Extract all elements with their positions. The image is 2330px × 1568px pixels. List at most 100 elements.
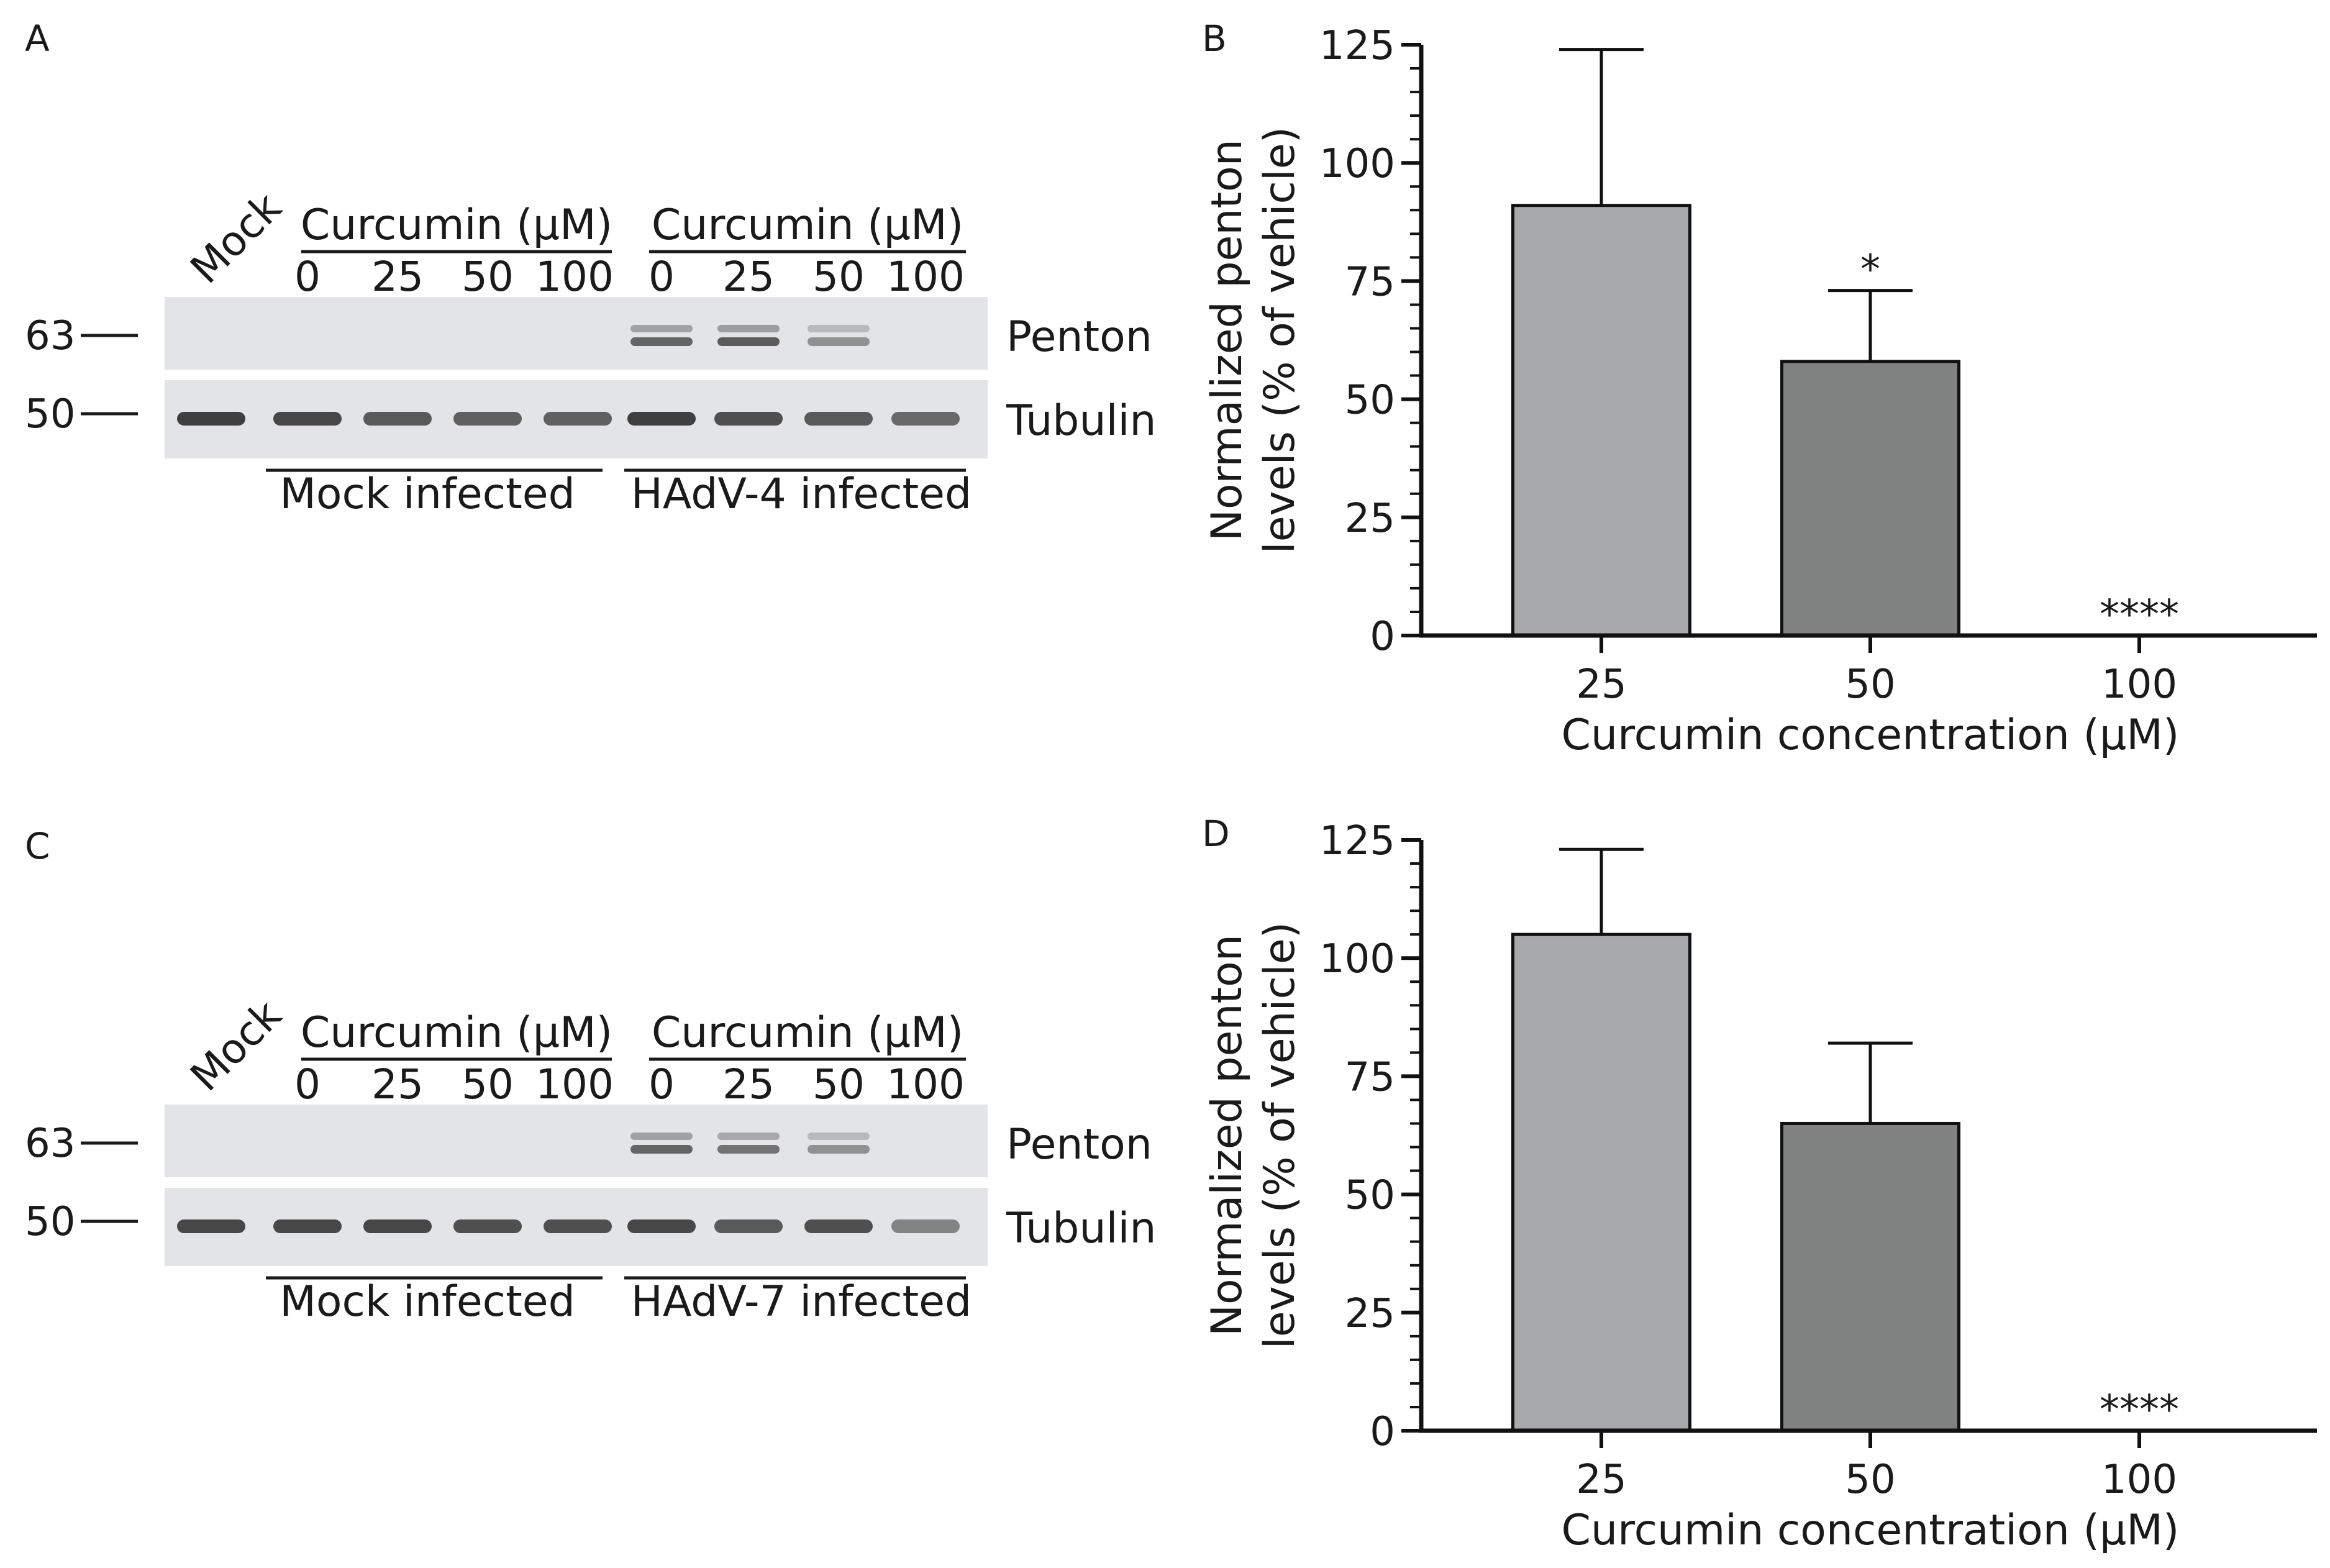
dose-label: 100 xyxy=(886,1060,965,1108)
dose-label: 50 xyxy=(812,253,865,301)
tubulin-band xyxy=(714,1219,783,1233)
y-tick-label: 75 xyxy=(1345,259,1395,305)
group-label-mock: Mock infected xyxy=(280,1277,575,1326)
y-tick-label: 25 xyxy=(1345,496,1395,542)
y-tick-label: 25 xyxy=(1345,1291,1395,1337)
tubulin-band xyxy=(891,1219,960,1233)
penton-band-lower xyxy=(717,1145,780,1154)
penton-band-lower xyxy=(630,337,693,346)
dose-label: 0 xyxy=(294,1060,321,1108)
y-tick-label: 0 xyxy=(1370,1409,1395,1455)
y-tick-label: 50 xyxy=(1345,378,1395,424)
x-axis-title: Curcumin concentration (μM) xyxy=(1562,1506,2180,1555)
y-tick-label: 100 xyxy=(1319,936,1395,982)
penton-band-upper xyxy=(630,325,693,332)
treatment-label: Curcumin (μM) xyxy=(652,1008,963,1057)
treatment-label: Curcumin (μM) xyxy=(301,1008,612,1057)
dose-label: 100 xyxy=(535,253,614,301)
y-axis-title-line1: Normalized penton xyxy=(1203,139,1252,541)
y-tick-label: 100 xyxy=(1319,141,1395,187)
y-tick-label: 125 xyxy=(1319,818,1395,864)
lane-label-mock: Mock xyxy=(181,183,291,293)
lane-label-mock: Mock xyxy=(181,991,291,1101)
tubulin-band xyxy=(273,1219,342,1233)
tubulin-band xyxy=(544,412,612,426)
dose-label: 25 xyxy=(722,1060,775,1108)
penton-band-upper xyxy=(630,1133,693,1140)
dose-label: 25 xyxy=(722,253,775,301)
marker-label-50: 50 xyxy=(25,391,75,437)
tubulin-band xyxy=(544,1219,612,1233)
dose-label: 0 xyxy=(648,1060,675,1108)
tubulin-band xyxy=(891,412,960,426)
y-axis-title-line2: levels (% of vehicle) xyxy=(1255,127,1304,554)
penton-band-upper xyxy=(717,325,780,332)
penton-label: Penton xyxy=(1006,1120,1152,1169)
penton-band-lower xyxy=(717,337,780,346)
bar xyxy=(1780,1121,1960,1433)
penton-band-lower xyxy=(808,1145,870,1154)
tubulin-label: Tubulin xyxy=(1006,396,1156,445)
x-tick-label: 50 xyxy=(1845,662,1895,708)
y-tick-label: 75 xyxy=(1345,1054,1395,1100)
tubulin-band xyxy=(363,412,432,426)
penton-band-upper xyxy=(808,325,870,332)
significance-marker: **** xyxy=(2100,1387,2179,1433)
tubulin-band xyxy=(714,412,783,426)
significance-marker: **** xyxy=(2100,592,2179,638)
tubulin-band xyxy=(177,412,245,426)
dose-label: 100 xyxy=(886,253,965,301)
penton-blot-strip xyxy=(165,297,988,370)
penton-band-upper xyxy=(717,1133,780,1140)
treatment-label: Curcumin (μM) xyxy=(301,201,612,250)
dose-label: 0 xyxy=(648,253,675,301)
bar xyxy=(1780,360,1960,637)
dose-label: 50 xyxy=(462,1060,514,1108)
panel-letter: D xyxy=(1202,813,1230,855)
dose-label: 50 xyxy=(462,253,514,301)
dose-label: 25 xyxy=(371,253,424,301)
x-tick-label: 25 xyxy=(1576,662,1626,708)
y-tick-label: 125 xyxy=(1319,23,1395,69)
x-axis-title: Curcumin concentration (μM) xyxy=(1562,711,2180,760)
tubulin-band xyxy=(804,412,873,426)
tubulin-band xyxy=(453,412,522,426)
y-tick-label: 50 xyxy=(1345,1173,1395,1219)
group-label-virus: HAdV-7 infected xyxy=(631,1277,972,1326)
x-tick-label: 50 xyxy=(1845,1457,1895,1503)
marker-label-63: 63 xyxy=(25,1121,75,1167)
panel-letter: B xyxy=(1202,17,1227,60)
bar xyxy=(1511,204,1691,637)
tubulin-band xyxy=(273,412,342,426)
dose-label: 50 xyxy=(812,1060,865,1108)
tubulin-band xyxy=(804,1219,873,1233)
x-tick-label: 25 xyxy=(1576,1457,1626,1503)
x-tick-label: 100 xyxy=(2101,1457,2177,1503)
tubulin-band xyxy=(453,1219,522,1233)
penton-band-lower xyxy=(630,1145,693,1154)
penton-band-upper xyxy=(808,1133,870,1140)
dose-label: 100 xyxy=(535,1060,614,1108)
marker-label-50: 50 xyxy=(25,1199,75,1245)
panel-letter: C xyxy=(25,825,50,867)
tubulin-band xyxy=(177,1219,245,1233)
bar xyxy=(1511,932,1691,1433)
dose-label: 0 xyxy=(294,253,321,301)
y-axis-title-line1: Normalized penton xyxy=(1203,934,1252,1336)
group-label-mock: Mock infected xyxy=(280,470,575,519)
significance-marker: * xyxy=(1860,247,1880,293)
group-label-virus: HAdV-4 infected xyxy=(631,470,972,519)
tubulin-band xyxy=(627,412,696,426)
tubulin-band xyxy=(627,1219,696,1233)
x-tick-label: 100 xyxy=(2101,662,2177,708)
panel-letter: A xyxy=(25,17,50,60)
marker-label-63: 63 xyxy=(25,313,75,359)
tubulin-band xyxy=(363,1219,432,1233)
dose-label: 25 xyxy=(371,1060,424,1108)
y-tick-label: 0 xyxy=(1370,614,1395,660)
